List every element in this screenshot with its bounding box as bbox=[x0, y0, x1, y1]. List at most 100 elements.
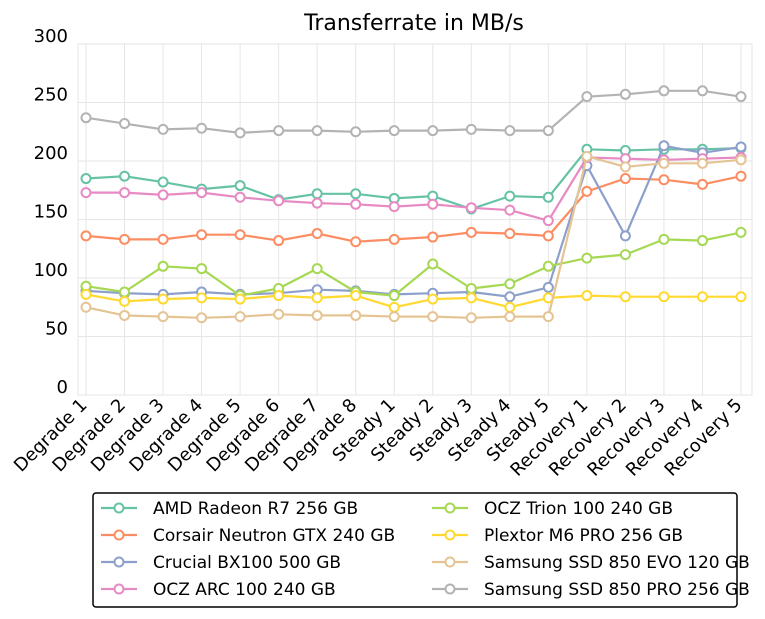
data-point bbox=[658, 85, 670, 97]
data-point bbox=[696, 178, 708, 190]
data-point bbox=[427, 125, 439, 137]
data-point bbox=[234, 311, 246, 323]
data-point bbox=[619, 249, 631, 261]
data-point bbox=[157, 123, 169, 135]
legend-label: AMD Radeon R7 256 GB bbox=[153, 499, 358, 519]
data-point bbox=[504, 204, 516, 216]
series-line bbox=[86, 156, 742, 222]
data-point bbox=[157, 311, 169, 323]
data-point bbox=[119, 286, 131, 298]
legend-label: Plextor M6 PRO 256 GB bbox=[484, 526, 683, 546]
data-point bbox=[619, 230, 631, 242]
data-point bbox=[350, 188, 362, 200]
data-point bbox=[119, 187, 131, 199]
data-point bbox=[388, 290, 400, 302]
data-point bbox=[196, 263, 208, 275]
legend-swatch-marker bbox=[113, 502, 125, 514]
data-point bbox=[350, 198, 362, 210]
data-point bbox=[735, 291, 747, 303]
data-point bbox=[619, 173, 631, 185]
y-axis: 0 50 100 150 200 250 300 bbox=[34, 26, 68, 398]
data-point bbox=[273, 290, 285, 302]
data-point bbox=[658, 233, 670, 245]
data-point bbox=[311, 292, 323, 304]
data-point bbox=[234, 293, 246, 305]
data-point bbox=[735, 154, 747, 166]
data-point bbox=[311, 309, 323, 321]
data-point bbox=[427, 258, 439, 270]
data-point bbox=[735, 141, 747, 153]
data-point bbox=[504, 301, 516, 313]
legend-swatch-marker bbox=[113, 583, 125, 595]
data-point bbox=[388, 201, 400, 213]
y-tick-label: 250 bbox=[34, 85, 68, 106]
data-point bbox=[196, 229, 208, 241]
series-1 bbox=[80, 170, 747, 248]
data-point bbox=[119, 309, 131, 321]
series-line bbox=[85, 89, 742, 134]
data-point bbox=[234, 191, 246, 203]
data-point bbox=[581, 252, 593, 264]
legend-swatch-marker bbox=[444, 502, 456, 514]
legend-item: Crucial BX100 500 GB bbox=[101, 553, 341, 573]
data-point bbox=[80, 230, 92, 242]
data-point bbox=[196, 122, 208, 134]
series-line bbox=[85, 155, 742, 319]
data-point bbox=[658, 291, 670, 303]
series-line bbox=[85, 175, 742, 243]
data-point bbox=[542, 215, 554, 227]
data-point bbox=[581, 185, 593, 197]
data-point bbox=[696, 85, 708, 97]
data-point bbox=[350, 236, 362, 248]
data-point bbox=[465, 312, 477, 324]
data-point bbox=[273, 195, 285, 207]
data-point bbox=[311, 228, 323, 240]
data-point bbox=[80, 288, 92, 300]
legend-swatch-marker bbox=[444, 583, 456, 595]
data-point bbox=[273, 125, 285, 137]
data-point bbox=[658, 174, 670, 186]
legend-item: Plextor M6 PRO 256 GB bbox=[432, 526, 683, 546]
legend-swatch-marker bbox=[113, 556, 125, 568]
series-line bbox=[85, 144, 742, 298]
legend-item: Samsung SSD 850 PRO 256 GB bbox=[432, 580, 750, 600]
data-point bbox=[234, 180, 246, 192]
data-point bbox=[542, 260, 554, 272]
data-point bbox=[388, 125, 400, 137]
data-point bbox=[542, 191, 554, 203]
data-point bbox=[80, 301, 92, 313]
series-line bbox=[85, 147, 742, 211]
data-point bbox=[581, 91, 593, 103]
data-point bbox=[119, 295, 131, 307]
data-point bbox=[427, 311, 439, 323]
y-tick-label: 300 bbox=[34, 26, 68, 47]
data-point bbox=[80, 187, 92, 199]
data-point bbox=[157, 189, 169, 201]
legend-item: OCZ Trion 100 240 GB bbox=[432, 499, 673, 519]
data-point bbox=[735, 226, 747, 238]
legend-item: Samsung SSD 850 EVO 120 GB bbox=[432, 553, 750, 573]
data-point bbox=[619, 291, 631, 303]
data-point bbox=[119, 118, 131, 130]
y-tick-label: 150 bbox=[34, 202, 68, 223]
series-5 bbox=[80, 288, 747, 313]
data-point bbox=[388, 233, 400, 245]
legend: AMD Radeon R7 256 GB Corsair Neutron GTX … bbox=[92, 492, 750, 608]
data-point bbox=[504, 291, 516, 303]
data-point bbox=[196, 312, 208, 324]
data-point bbox=[234, 229, 246, 241]
data-point bbox=[388, 311, 400, 323]
data-point bbox=[119, 170, 131, 182]
data-point bbox=[311, 263, 323, 275]
series-line bbox=[85, 231, 742, 297]
data-point bbox=[465, 283, 477, 295]
y-tick-label: 50 bbox=[45, 319, 68, 340]
data-point bbox=[157, 293, 169, 305]
series-6 bbox=[80, 150, 747, 324]
data-point bbox=[696, 291, 708, 303]
data-point bbox=[465, 226, 477, 238]
data-point bbox=[350, 309, 362, 321]
grid-layer bbox=[77, 43, 753, 396]
